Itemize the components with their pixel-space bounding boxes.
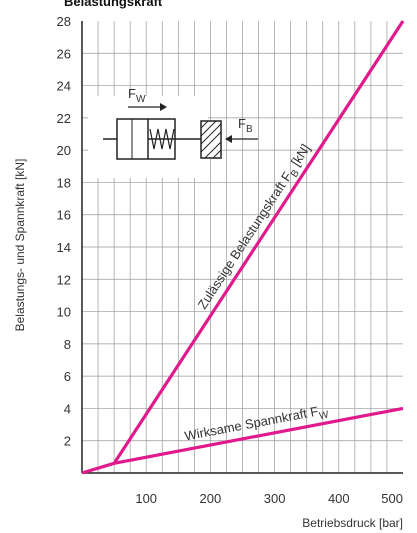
spring-icon bbox=[149, 128, 175, 150]
y-tick-label: 24 bbox=[57, 79, 71, 94]
cylinder-schematic: FW FB bbox=[88, 86, 258, 178]
y-tick-label: 28 bbox=[57, 14, 71, 29]
fw-label: FW bbox=[128, 86, 146, 105]
x-axis-label: Betriebsdruck [bar] bbox=[302, 516, 403, 530]
series-lines bbox=[81, 20, 405, 475]
y-tick-label: 14 bbox=[57, 240, 71, 255]
y-tick-label: 18 bbox=[57, 175, 71, 190]
axes bbox=[81, 21, 403, 474]
chart-title: Belastungskraft bbox=[64, 0, 163, 9]
x-tick-label: 400 bbox=[328, 491, 350, 506]
x-tick-label: 200 bbox=[200, 491, 222, 506]
load-block bbox=[200, 120, 222, 159]
y-tick-label: 16 bbox=[57, 208, 71, 223]
x-tick-labels: 100 200 300 400 500 bbox=[135, 491, 403, 506]
series-label-belastungskraft: Zulässige Belastungskraft FB [kN] bbox=[195, 141, 317, 314]
x-tick-label: 300 bbox=[264, 491, 286, 506]
y-tick-label: 6 bbox=[64, 369, 71, 384]
series-line-1 bbox=[81, 406, 404, 475]
load-hatching bbox=[200, 120, 222, 159]
y-tick-label: 20 bbox=[57, 143, 71, 158]
y-tick-label: 12 bbox=[57, 272, 71, 287]
fw-arrowhead-icon bbox=[160, 103, 167, 111]
fb-label: FB bbox=[238, 116, 253, 135]
y-axis-label: Belastungs- und Spannkraft [kN] bbox=[13, 159, 27, 332]
y-tick-label: 26 bbox=[57, 46, 71, 61]
y-tick-label: 4 bbox=[64, 401, 71, 416]
y-tick-label: 8 bbox=[64, 337, 71, 352]
y-tick-label: 2 bbox=[64, 434, 71, 449]
x-tick-label: 100 bbox=[135, 491, 157, 506]
y-tick-label: 22 bbox=[57, 111, 71, 126]
y-tick-label: 10 bbox=[57, 305, 71, 320]
series-line-0 bbox=[112, 20, 405, 465]
fb-arrowhead-icon bbox=[225, 135, 232, 143]
x-tick-label: 500 bbox=[381, 491, 403, 506]
